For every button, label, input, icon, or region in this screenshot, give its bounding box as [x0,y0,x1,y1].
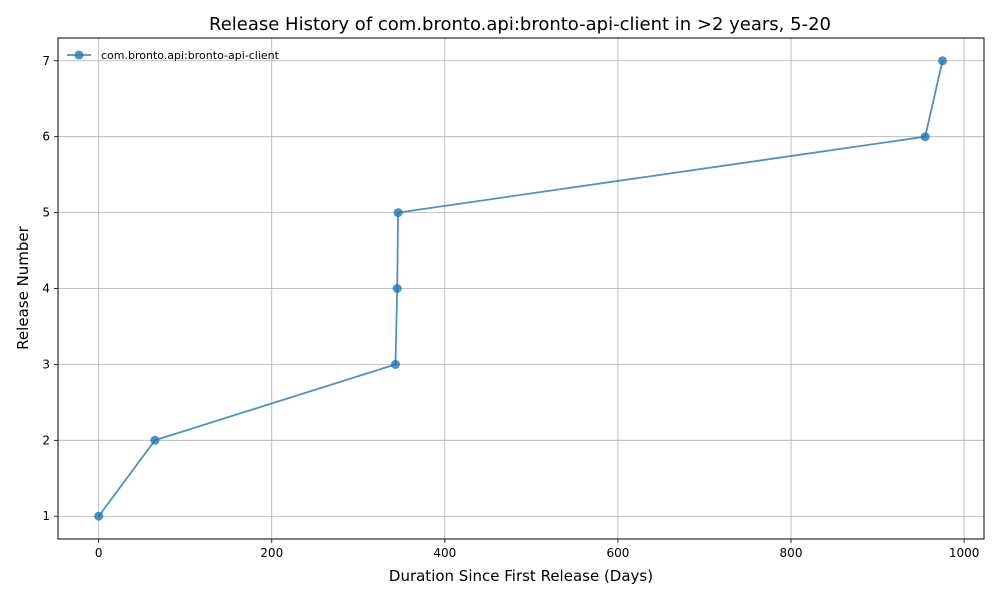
x-tick-label: 400 [433,546,456,560]
data-point [393,208,403,218]
y-tick-label: 7 [42,54,50,68]
data-point [150,435,160,445]
series-layer [94,56,947,521]
legend-label: com.bronto.api:bronto-api-client [101,49,280,62]
chart-title: Release History of com.bronto.api:bronto… [209,14,831,35]
legend: com.bronto.api:bronto-api-client [67,49,280,62]
tick-layer: 0 200 400 600 800 1000 1 2 3 4 5 6 7 [42,54,979,560]
x-tick-label: 600 [606,546,629,560]
legend-marker-sample [74,50,84,60]
y-axis-label: Release Number [14,225,32,349]
y-tick-label: 3 [42,357,50,371]
x-tick-label: 1000 [949,546,980,560]
y-tick-label: 1 [42,509,50,523]
x-tick-label: 200 [260,546,283,560]
x-axis-label: Duration Since First Release (Days) [389,567,653,585]
data-point [920,132,930,142]
data-point [392,284,402,293]
x-tick-label: 800 [780,546,803,560]
y-tick-label: 6 [42,130,50,144]
data-point [94,511,104,521]
data-point [391,359,400,369]
y-tick-label: 4 [42,282,50,296]
y-tick-label: 5 [42,206,50,220]
data-point [938,56,947,66]
y-tick-label: 2 [42,433,50,447]
x-tick-label: 0 [95,546,103,560]
grid-layer [58,38,984,539]
